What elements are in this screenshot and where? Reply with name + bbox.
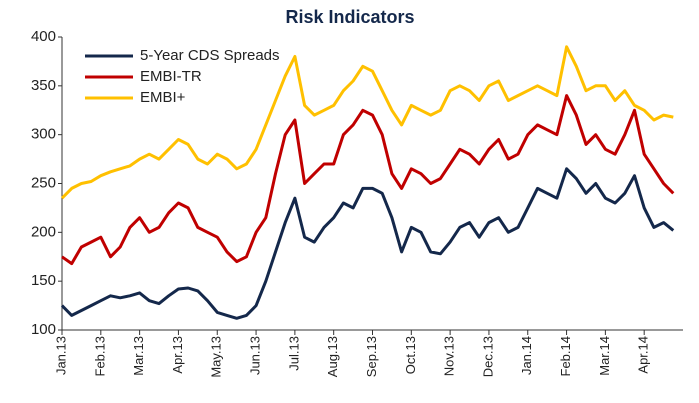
x-tick-label: Jun.13 (248, 336, 263, 375)
x-tick-label: Sep.13 (364, 336, 379, 377)
y-tick-label: 350 (31, 77, 56, 94)
series-line (60, 167, 675, 320)
y-tick-label: 300 (31, 126, 56, 143)
x-tick-label: Mar.14 (597, 336, 612, 376)
x-tick-label: Feb.14 (558, 336, 573, 376)
legend-label: EMBI-TR (140, 68, 202, 85)
chart-title: Risk Indicators (285, 7, 414, 27)
x-tick-label: Aug.13 (325, 336, 340, 377)
x-tick-label: Jan.14 (519, 336, 534, 375)
series-line (61, 94, 675, 266)
y-tick-label: 250 (31, 174, 56, 191)
y-tick-label: 150 (31, 272, 56, 289)
x-tick-label: Jul.13 (286, 336, 301, 371)
x-tick-label: Mar.13 (131, 336, 146, 376)
x-tick-label: Apr.14 (636, 336, 651, 374)
x-tick-label: Oct.13 (403, 336, 418, 374)
legend-label: EMBI+ (140, 89, 186, 106)
x-tick-label: Jan.13 (53, 336, 68, 375)
x-tick-label: Dec.13 (480, 336, 495, 377)
y-tick-label: 400 (31, 28, 56, 45)
x-tick-label: May.13 (209, 336, 224, 378)
y-tick-label: 100 (31, 321, 56, 338)
x-tick-label: Nov.13 (442, 336, 457, 376)
series-line (60, 45, 674, 200)
legend-label: 5-Year CDS Spreads (140, 47, 280, 64)
x-tick-label: Apr.13 (170, 336, 185, 374)
y-tick-label: 200 (31, 223, 56, 240)
x-tick-label: Feb.13 (92, 336, 107, 376)
